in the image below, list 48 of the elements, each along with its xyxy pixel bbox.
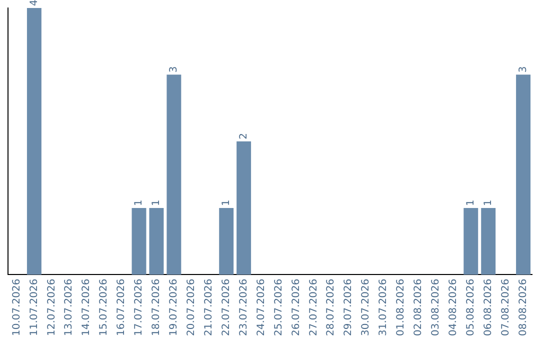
x-tick-label: 10.07.2026 — [11, 278, 22, 336]
x-tick-label: 05.08.2026 — [465, 278, 476, 336]
x-tick-label: 01.08.2026 — [396, 278, 407, 336]
x-tick-label: 16.07.2026 — [116, 278, 128, 336]
data-label: 1 — [465, 200, 476, 206]
x-tick-label: 27.07.2026 — [308, 278, 320, 336]
x-tick-label: 12.07.2026 — [46, 278, 58, 336]
x-tick-label: 18.07.2026 — [151, 278, 162, 336]
bar — [219, 208, 234, 275]
data-label: 1 — [134, 200, 145, 206]
bar — [132, 208, 146, 275]
bar — [236, 141, 252, 275]
x-tick-label: 25.07.2026 — [273, 278, 284, 336]
x-tick-label: 22.07.2026 — [220, 278, 232, 336]
data-label: 1 — [151, 200, 162, 206]
x-tick-label: 23.07.2026 — [238, 278, 250, 336]
data-label: 1 — [220, 200, 232, 206]
x-tick-label: 24.07.2026 — [256, 278, 267, 336]
x-tick-label: 07.08.2026 — [500, 278, 512, 336]
x-tick-label: 13.07.2026 — [64, 278, 75, 336]
x-tick-label: 17.07.2026 — [134, 278, 145, 336]
x-tick-label: 14.07.2026 — [81, 278, 92, 336]
x-tick-label: 06.08.2026 — [482, 278, 494, 336]
data-label: 2 — [238, 132, 250, 140]
x-tick-label: 28.07.2026 — [326, 278, 337, 336]
bar — [464, 208, 478, 275]
bar — [26, 8, 42, 275]
x-tick-label: 30.07.2026 — [360, 278, 372, 336]
x-tick-label: 26.07.2026 — [290, 278, 302, 336]
x-tick-label: 04.08.2026 — [448, 278, 459, 336]
bar — [166, 74, 182, 275]
x-tick-label: 21.07.2026 — [203, 278, 214, 336]
x-tick-label: 02.08.2026 — [413, 278, 424, 336]
x-tick-label: 08.08.2026 — [518, 278, 529, 336]
x-tick-label: 29.07.2026 — [343, 278, 354, 336]
x-tick-label: 15.07.2026 — [98, 278, 110, 336]
bar — [481, 208, 496, 275]
bar — [516, 74, 530, 275]
x-tick-label: 19.07.2026 — [168, 278, 180, 336]
data-label: 3 — [518, 66, 529, 73]
x-tick-label: 31.07.2026 — [378, 278, 390, 336]
data-label: 1 — [482, 200, 494, 206]
x-tick-label: 11.07.2026 — [28, 278, 40, 336]
x-tick-label: 20.07.2026 — [186, 278, 197, 336]
data-label: 3 — [168, 66, 180, 73]
data-label: 4 — [28, 0, 40, 6]
bar — [149, 208, 164, 275]
x-tick-label: 03.08.2026 — [430, 278, 442, 336]
